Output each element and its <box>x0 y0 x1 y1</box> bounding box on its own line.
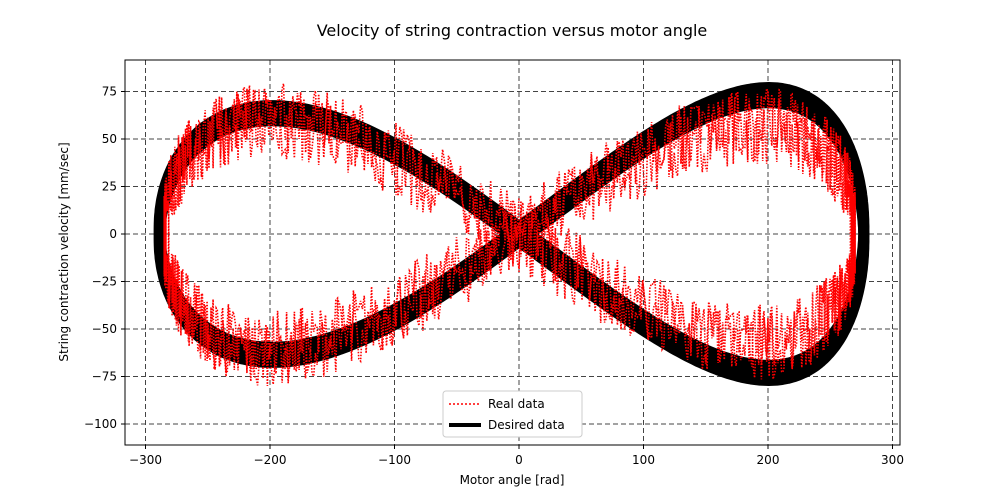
x-tick-label: −100 <box>378 453 411 467</box>
legend-desired-data-label: Desired data <box>488 418 565 432</box>
legend-real-data-label: Real data <box>488 397 545 411</box>
y-tick-label: −50 <box>92 322 117 336</box>
axis-ticks: −300 −200 −100 0 100 200 300 −100 −75 −50 −25 0 25 50… <box>84 85 904 468</box>
x-tick-label: 300 <box>881 453 904 467</box>
x-tick-label: 200 <box>757 453 780 467</box>
plot-frame <box>124 59 901 446</box>
legend: Real data Desired data <box>442 390 583 438</box>
y-tick-label: −100 <box>84 417 117 431</box>
x-tick-label: 100 <box>632 453 655 467</box>
real-data-line <box>163 83 857 387</box>
x-tick-label: −200 <box>254 453 287 467</box>
y-tick-label: 0 <box>109 227 117 241</box>
plot-area: −300 −200 −100 0 100 200 300 −100 −75 −50 −25 0 25 50… <box>84 59 904 468</box>
x-tick-label: −300 <box>129 453 162 467</box>
y-tick-label: 25 <box>102 180 117 194</box>
y-axis-label: String contraction velocity [mm/sec] <box>57 142 71 361</box>
y-tick-label: 50 <box>102 132 117 146</box>
y-tick-label: −25 <box>92 275 117 289</box>
data-layer <box>153 82 870 387</box>
chart-title: Velocity of string contraction versus mo… <box>317 21 708 40</box>
y-tick-label: 75 <box>102 85 117 99</box>
y-tick-label: −75 <box>92 370 117 384</box>
x-axis-label: Motor angle [rad] <box>460 473 565 487</box>
x-tick-label: 0 <box>515 453 523 467</box>
real-data-series <box>163 83 857 387</box>
